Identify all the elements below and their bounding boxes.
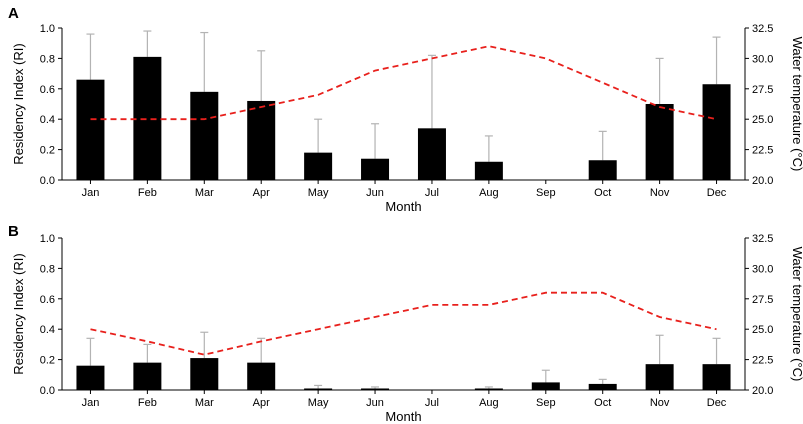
temperature-line bbox=[90, 291, 717, 356]
bar bbox=[247, 100, 276, 180]
x-tick-label: Jul bbox=[425, 187, 439, 199]
panel-label: B bbox=[8, 223, 19, 240]
bar bbox=[133, 56, 162, 180]
y2-tick-label: 25.0 bbox=[752, 114, 773, 126]
y2-tick-label: 27.5 bbox=[752, 84, 773, 96]
temperature-line bbox=[90, 45, 717, 121]
panel-label: A bbox=[8, 5, 19, 22]
y2-tick-label: 22.5 bbox=[752, 355, 773, 367]
bar bbox=[702, 364, 731, 390]
x-tick-label: Jun bbox=[366, 397, 384, 409]
x-tick-label: Feb bbox=[138, 397, 157, 409]
x-tick-label: Dec bbox=[707, 187, 727, 199]
x-tick-label: Aug bbox=[479, 187, 499, 199]
y2-tick-label: 32.5 bbox=[752, 233, 773, 245]
y-tick-label: 1.0 bbox=[40, 23, 55, 35]
x-axis-title: Month bbox=[385, 199, 421, 214]
y-tick-label: 1.0 bbox=[40, 233, 55, 245]
x-tick-label: Apr bbox=[253, 187, 270, 199]
x-tick-label: Dec bbox=[707, 397, 727, 409]
bar bbox=[304, 152, 333, 180]
y-tick-label: 0.4 bbox=[40, 114, 55, 126]
y2-tick-label: 32.5 bbox=[752, 23, 773, 35]
y-tick-label: 0.0 bbox=[40, 385, 55, 397]
y-tick-label: 0.8 bbox=[40, 53, 55, 65]
bar bbox=[133, 362, 162, 390]
x-tick-label: Aug bbox=[479, 397, 499, 409]
chart-panel-B: B 0.0 0.2 0.4 0.6 0.8 1.0 20.0 22.5 25.0 27.5 30.0 3… bbox=[8, 223, 803, 424]
y-axis-title: Residency Index (RI) bbox=[11, 43, 26, 164]
y2-tick-label: 27.5 bbox=[752, 294, 773, 306]
bar bbox=[645, 104, 674, 180]
y2-tick-label: 30.0 bbox=[752, 53, 773, 65]
y-tick-label: 0.8 bbox=[40, 263, 55, 275]
x-axis-title: Month bbox=[385, 409, 421, 424]
x-tick-label: Oct bbox=[594, 397, 611, 409]
y2-tick-label: 30.0 bbox=[752, 263, 773, 275]
bar bbox=[417, 128, 446, 180]
x-tick-label: May bbox=[308, 397, 329, 409]
x-tick-label: Mar bbox=[195, 397, 214, 409]
x-tick-label: Apr bbox=[253, 397, 270, 409]
x-tick-label: Sep bbox=[536, 397, 556, 409]
bar bbox=[190, 91, 219, 180]
x-tick-label: Jun bbox=[366, 187, 384, 199]
y-axis-title: Residency Index (RI) bbox=[11, 253, 26, 374]
chart-panel-A: A 0.0 0.2 0.4 0.6 0.8 1.0 20.0 22.5 25.0 27.5 30.0 3… bbox=[8, 5, 803, 214]
x-tick-label: Oct bbox=[594, 187, 611, 199]
bar bbox=[76, 79, 105, 180]
bar bbox=[588, 160, 617, 180]
bar bbox=[304, 388, 333, 390]
bar bbox=[190, 358, 219, 390]
bar bbox=[474, 161, 503, 180]
x-tick-label: Mar bbox=[195, 187, 214, 199]
x-tick-label: Sep bbox=[536, 187, 556, 199]
bar bbox=[361, 158, 390, 180]
x-tick-label: Feb bbox=[138, 187, 157, 199]
x-tick-label: Nov bbox=[650, 187, 670, 199]
y2-tick-label: 25.0 bbox=[752, 324, 773, 336]
bar bbox=[531, 382, 560, 390]
bar bbox=[702, 84, 731, 180]
x-tick-label: May bbox=[308, 187, 329, 199]
y2-tick-label: 22.5 bbox=[752, 145, 773, 157]
y-tick-label: 0.2 bbox=[40, 355, 55, 367]
y2-tick-label: 20.0 bbox=[752, 175, 773, 187]
x-tick-label: Nov bbox=[650, 397, 670, 409]
bar bbox=[76, 365, 105, 390]
y2-axis-title: Water temperature (°C) bbox=[790, 247, 803, 382]
y-tick-label: 0.0 bbox=[40, 175, 55, 187]
x-tick-label: Jan bbox=[82, 397, 100, 409]
y-tick-label: 0.2 bbox=[40, 145, 55, 157]
bar bbox=[588, 383, 617, 390]
y2-axis-title: Water temperature (°C) bbox=[790, 37, 803, 172]
bar bbox=[247, 362, 276, 390]
bar bbox=[645, 364, 674, 390]
x-tick-label: Jan bbox=[82, 187, 100, 199]
bar bbox=[361, 388, 390, 390]
y-tick-label: 0.6 bbox=[40, 84, 55, 96]
y-tick-label: 0.4 bbox=[40, 324, 55, 336]
bar bbox=[474, 388, 503, 390]
x-tick-label: Jul bbox=[425, 397, 439, 409]
y-tick-label: 0.6 bbox=[40, 294, 55, 306]
y2-tick-label: 20.0 bbox=[752, 385, 773, 397]
